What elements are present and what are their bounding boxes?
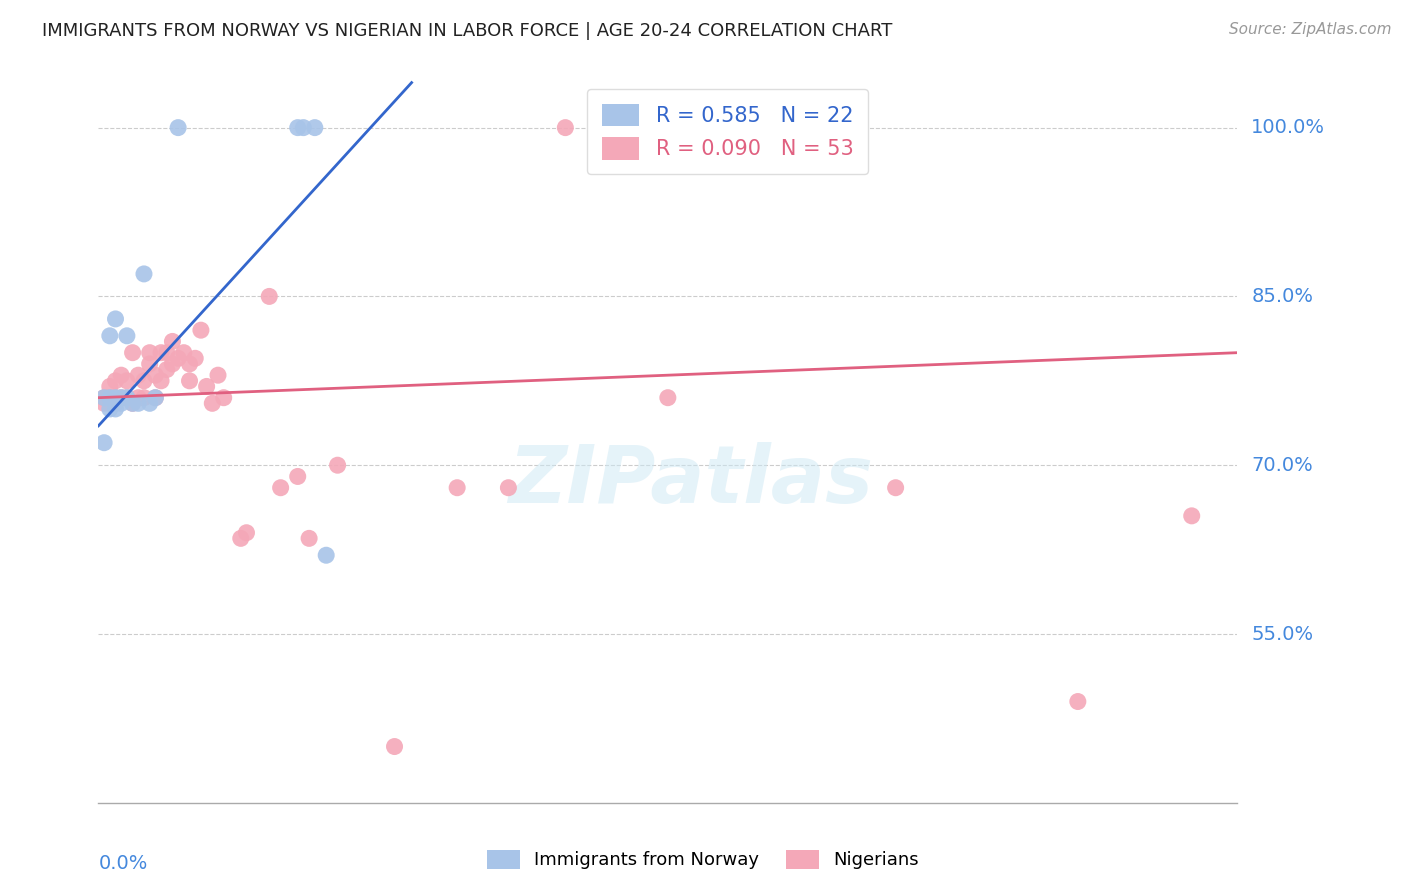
Point [98,328,121,343]
Point [156,362,179,376]
Text: 100.0%: 100.0% [1251,118,1326,137]
Point [110,391,132,405]
Point [446,481,468,495]
Text: 70.0%: 70.0% [1251,456,1313,475]
Point [127,396,149,410]
Point [104,391,127,405]
Point [98,391,121,405]
Point [287,120,309,135]
Point [229,532,252,546]
Point [115,328,138,343]
Point [138,357,160,371]
Point [207,368,229,383]
Point [298,532,321,546]
Point [304,120,326,135]
Point [292,120,315,135]
Point [121,396,143,410]
Point [93,396,115,410]
Point [138,345,160,359]
Point [195,379,218,393]
Point [201,396,224,410]
Point [145,391,167,405]
Point [150,374,173,388]
Point [326,458,349,473]
Point [287,469,309,483]
Point [132,391,155,405]
Point [167,120,190,135]
Point [173,345,195,359]
Point [150,345,173,359]
Point [121,396,143,410]
Point [93,435,115,450]
Point [104,396,127,410]
Point [259,289,281,303]
Legend: R = 0.585   N = 22, R = 0.090   N = 53: R = 0.585 N = 22, R = 0.090 N = 53 [588,89,869,174]
Point [145,368,167,383]
Point [315,548,337,562]
Point [554,120,576,135]
Point [110,396,132,410]
Point [179,357,201,371]
Point [1067,694,1090,708]
Point [657,391,679,405]
Point [98,401,121,416]
Point [93,391,115,405]
Point [270,481,292,495]
Point [98,379,121,393]
Point [104,312,127,326]
Point [162,357,184,371]
Point [138,396,160,410]
Point [121,345,143,359]
Point [115,391,138,405]
Text: 0.0%: 0.0% [98,854,148,873]
Point [145,391,167,405]
Point [132,267,155,281]
Point [115,391,138,405]
Point [104,401,127,416]
Text: ZIPatlas: ZIPatlas [508,442,873,520]
Text: 55.0%: 55.0% [1251,624,1313,643]
Point [110,368,132,383]
Point [498,481,520,495]
Text: Source: ZipAtlas.com: Source: ZipAtlas.com [1229,22,1392,37]
Point [93,391,115,405]
Point [184,351,207,366]
Legend: Immigrants from Norway, Nigerians: Immigrants from Norway, Nigerians [478,840,928,879]
Point [190,323,212,337]
Point [162,334,184,349]
Point [884,481,907,495]
Point [132,374,155,388]
Point [115,374,138,388]
Point [156,345,179,359]
Text: IMMIGRANTS FROM NORWAY VS NIGERIAN IN LABOR FORCE | AGE 20-24 CORRELATION CHART: IMMIGRANTS FROM NORWAY VS NIGERIAN IN LA… [42,22,893,40]
Point [127,391,149,405]
Point [212,391,235,405]
Point [104,391,127,405]
Point [98,391,121,405]
Point [98,396,121,410]
Point [235,525,257,540]
Text: 85.0%: 85.0% [1251,287,1313,306]
Point [179,374,201,388]
Point [104,374,127,388]
Point [127,368,149,383]
Point [110,391,132,405]
Point [384,739,406,754]
Point [1181,508,1204,523]
Point [167,351,190,366]
